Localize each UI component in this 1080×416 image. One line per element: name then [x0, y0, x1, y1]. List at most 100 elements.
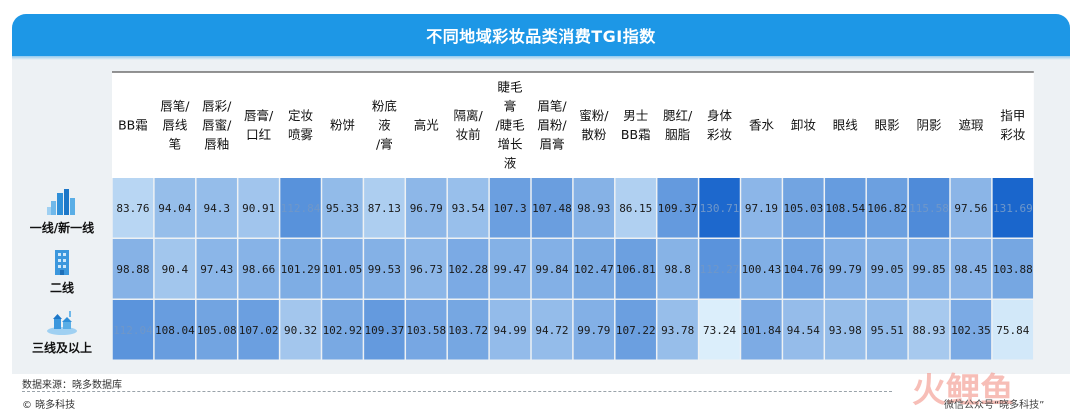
heatmap-cell — [364, 300, 405, 360]
heatmap-cell — [866, 239, 908, 299]
cell-value-label: 96.73 — [410, 263, 443, 276]
cell-value-label: 90.91 — [242, 202, 275, 215]
skyscraper-cluster-icon — [47, 189, 75, 215]
column-header: 隔离/妆前 — [454, 108, 484, 142]
heatmap-cell — [992, 300, 1034, 360]
heatmap-cell — [447, 178, 489, 238]
cell-value-label: 101.29 — [281, 263, 321, 276]
column-header: 遮瑕 — [958, 118, 984, 133]
column-header-line: 眼线 — [833, 118, 859, 133]
cell-value-label: 90.4 — [162, 263, 189, 276]
footer-divider — [22, 391, 892, 392]
cell-value-label: 83.76 — [116, 202, 149, 215]
heatmap-cell — [573, 178, 615, 238]
column-header: 香水 — [749, 118, 775, 133]
heatmap-cell — [741, 300, 782, 360]
column-header: 阴影 — [917, 118, 943, 133]
heatmap-cell — [825, 300, 866, 360]
cell-value-label: 99.47 — [493, 263, 526, 276]
cell-value-label: 99.84 — [535, 263, 568, 276]
cell-value-label: 75.84 — [996, 324, 1029, 337]
column-header-line: 唇膏/ — [244, 108, 274, 123]
heatmap-cell — [531, 239, 573, 299]
cell-value-label: 99.79 — [829, 263, 862, 276]
column-header: 高光 — [414, 118, 439, 133]
heatmap-cell — [992, 239, 1034, 299]
heatmap-cell — [699, 239, 740, 299]
heatmap-cell — [196, 178, 237, 238]
cell-value-label: 98.45 — [954, 263, 987, 276]
cell-value-label: 107.3 — [493, 202, 526, 215]
watermark-logo-text: 火鲤鱼 — [912, 371, 1014, 411]
cell-value-label: 99.79 — [577, 324, 610, 337]
heatmap-cell — [154, 300, 196, 360]
heatmap-cell — [950, 239, 992, 299]
heatmap-cell — [112, 239, 154, 299]
heatmap-cell — [950, 300, 992, 360]
region-tier1: 一线/新一线 — [12, 178, 112, 236]
column-header: 唇膏/口红 — [244, 108, 274, 142]
cell-value-label: 102.92 — [323, 324, 363, 337]
column-header: BB霜 — [118, 118, 148, 133]
cell-value-label: 86.15 — [619, 202, 652, 215]
cell-value-label: 94.99 — [493, 324, 526, 337]
heatmap-cell — [238, 239, 279, 299]
chart-title: 不同地域彩妆品类消费TGI指数 — [12, 14, 1070, 60]
heatmap-cell — [406, 300, 447, 360]
heatmap-cell — [322, 178, 363, 238]
column-header: 眼影 — [875, 118, 901, 133]
cell-value-label: 108.54 — [825, 202, 865, 215]
heatmap-cell — [280, 239, 321, 299]
cell-value-label: 131.69 — [993, 202, 1033, 215]
heatmap-cell — [657, 300, 698, 360]
heatmap-cell — [615, 239, 656, 299]
column-header-line: 膏 — [504, 99, 517, 114]
cell-value-label: 130.71 — [700, 202, 740, 215]
cell-value-label: 97.19 — [745, 202, 778, 215]
cell-value-label: 108.04 — [155, 324, 195, 337]
column-header-line: /膏 — [376, 137, 393, 152]
heatmap-cell — [280, 300, 321, 360]
watermark-logo: 火鲤鱼 — [912, 371, 1014, 411]
cell-value-label: 112.04 — [113, 324, 153, 337]
heatmap-cell — [154, 178, 196, 238]
column-header-line: 唇线 — [162, 118, 188, 133]
column-header-line: 散粉 — [581, 127, 607, 142]
column-header: 腮红/胭脂 — [663, 108, 693, 142]
column-header-line: 笔 — [169, 137, 182, 152]
cell-value-label: 94.04 — [158, 202, 191, 215]
heatmap-cell — [783, 300, 824, 360]
heatmap-cell — [322, 239, 363, 299]
column-header-line: 指甲 — [1000, 108, 1025, 123]
column-header-line: 彩妆 — [1000, 127, 1025, 142]
column-header-line: BB霜 — [118, 118, 148, 133]
cell-value-label: 99.85 — [912, 263, 945, 276]
cell-value-label: 94.72 — [535, 324, 568, 337]
heatmap-cell — [908, 239, 950, 299]
region-tier2: 二线 — [12, 238, 112, 296]
column-header: 卸妆 — [791, 118, 816, 133]
column-header-line: 喷雾 — [288, 127, 314, 142]
heatmap-cell — [489, 300, 531, 360]
cell-value-label: 107.02 — [239, 324, 279, 337]
heatmap-cell — [531, 300, 573, 360]
cell-value-label: 99.05 — [871, 263, 904, 276]
heatmap-cell — [489, 239, 531, 299]
column-header-line: 唇彩/ — [202, 99, 232, 114]
cell-value-label: 100.43 — [742, 263, 782, 276]
heatmap-cell — [364, 239, 405, 299]
cell-value-label: 96.79 — [410, 202, 443, 215]
cell-value-label: 103.88 — [993, 263, 1033, 276]
column-header-line: 唇釉 — [204, 137, 229, 152]
cell-value-label: 94.54 — [787, 324, 820, 337]
column-header-line: 腮红/ — [663, 108, 693, 123]
heatmap-cell — [866, 178, 908, 238]
heatmap-cell — [908, 178, 950, 238]
heatmap-cell — [573, 239, 615, 299]
cell-value-label: 101.05 — [323, 263, 363, 276]
cell-value-label: 106.82 — [867, 202, 907, 215]
data-source: 数据来源：晓多数据库 — [22, 380, 122, 391]
column-header-line: 遮瑕 — [958, 118, 984, 133]
